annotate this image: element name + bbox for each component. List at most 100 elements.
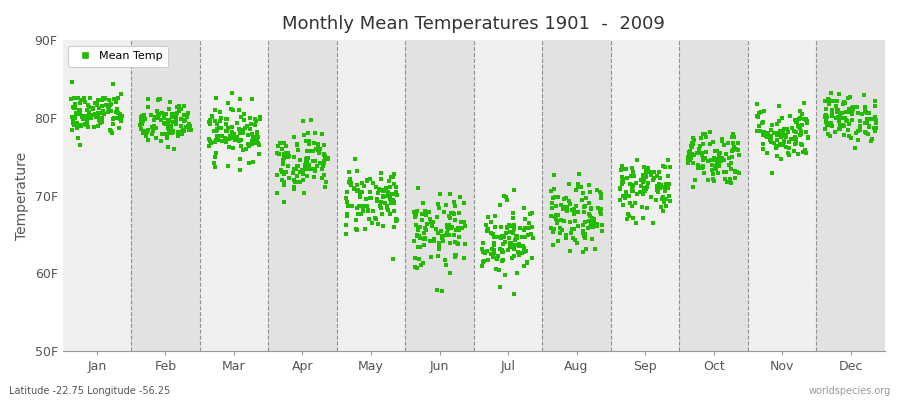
Point (457, 219, 472, 225)
Point (868, 128, 882, 134)
Point (151, 95, 166, 102)
Point (587, 216, 601, 222)
Point (485, 246, 500, 252)
Point (698, 131, 712, 137)
Point (114, 118, 129, 124)
Point (654, 204, 669, 210)
Point (572, 209, 586, 215)
Point (687, 137, 701, 144)
Point (770, 142, 785, 149)
Point (785, 136, 799, 143)
Point (222, 144, 237, 150)
Point (512, 242, 526, 249)
Point (717, 142, 732, 148)
Point (710, 159, 724, 165)
Point (64, 96, 78, 102)
Point (575, 222, 590, 228)
Point (794, 130, 808, 137)
Point (279, 143, 293, 150)
Point (410, 208, 425, 214)
Point (488, 224, 502, 230)
Point (338, 231, 353, 238)
Point (787, 148, 801, 155)
Point (291, 179, 305, 186)
Point (375, 188, 390, 194)
Point (775, 114, 789, 121)
Point (315, 175, 329, 181)
Point (547, 172, 562, 178)
Point (722, 155, 736, 161)
Point (297, 132, 311, 138)
Point (644, 172, 658, 178)
Point (498, 272, 512, 279)
Point (644, 193, 658, 200)
Point (686, 135, 700, 142)
Point (416, 260, 430, 266)
Point (508, 242, 522, 248)
Point (136, 130, 150, 136)
Point (389, 218, 403, 224)
Point (168, 110, 183, 117)
Point (271, 143, 285, 149)
Point (221, 100, 236, 106)
Point (159, 135, 174, 141)
Point (557, 204, 572, 210)
Point (625, 165, 639, 172)
Point (616, 180, 630, 187)
Point (136, 118, 150, 124)
Point (556, 206, 571, 212)
Point (554, 202, 568, 208)
Point (307, 174, 321, 180)
Point (720, 179, 734, 185)
Point (148, 114, 162, 120)
Point (353, 194, 367, 200)
Point (517, 227, 531, 234)
Point (162, 128, 176, 134)
Point (381, 189, 395, 196)
Point (387, 200, 401, 206)
Point (860, 120, 874, 126)
Point (825, 112, 840, 119)
Point (832, 126, 846, 132)
Point (723, 176, 737, 182)
Point (726, 131, 741, 137)
Point (340, 212, 355, 219)
Point (202, 138, 217, 144)
Point (140, 128, 154, 134)
Point (854, 110, 868, 117)
Point (452, 234, 466, 240)
Point (619, 191, 634, 198)
Point (458, 241, 473, 247)
Point (162, 118, 176, 124)
Point (418, 236, 432, 242)
Point (171, 129, 185, 135)
Point (774, 132, 788, 139)
Point (635, 172, 650, 178)
Point (690, 162, 705, 168)
Point (436, 208, 451, 215)
Point (659, 181, 673, 188)
Point (728, 175, 742, 181)
Point (439, 230, 454, 236)
Point (67, 95, 81, 101)
Point (302, 161, 316, 168)
Point (760, 150, 774, 156)
Point (517, 245, 531, 251)
Point (214, 125, 229, 131)
Point (544, 199, 559, 206)
Point (299, 138, 313, 144)
Point (422, 216, 436, 223)
Point (839, 109, 853, 115)
Point (494, 234, 508, 241)
Point (571, 222, 585, 229)
Point (576, 228, 590, 234)
Point (772, 130, 787, 136)
Point (763, 133, 778, 140)
Y-axis label: Temperature: Temperature (15, 152, 29, 240)
Point (224, 135, 238, 141)
Point (840, 118, 854, 124)
Point (554, 227, 569, 233)
Point (717, 169, 732, 176)
Point (168, 114, 183, 121)
Point (102, 96, 116, 103)
